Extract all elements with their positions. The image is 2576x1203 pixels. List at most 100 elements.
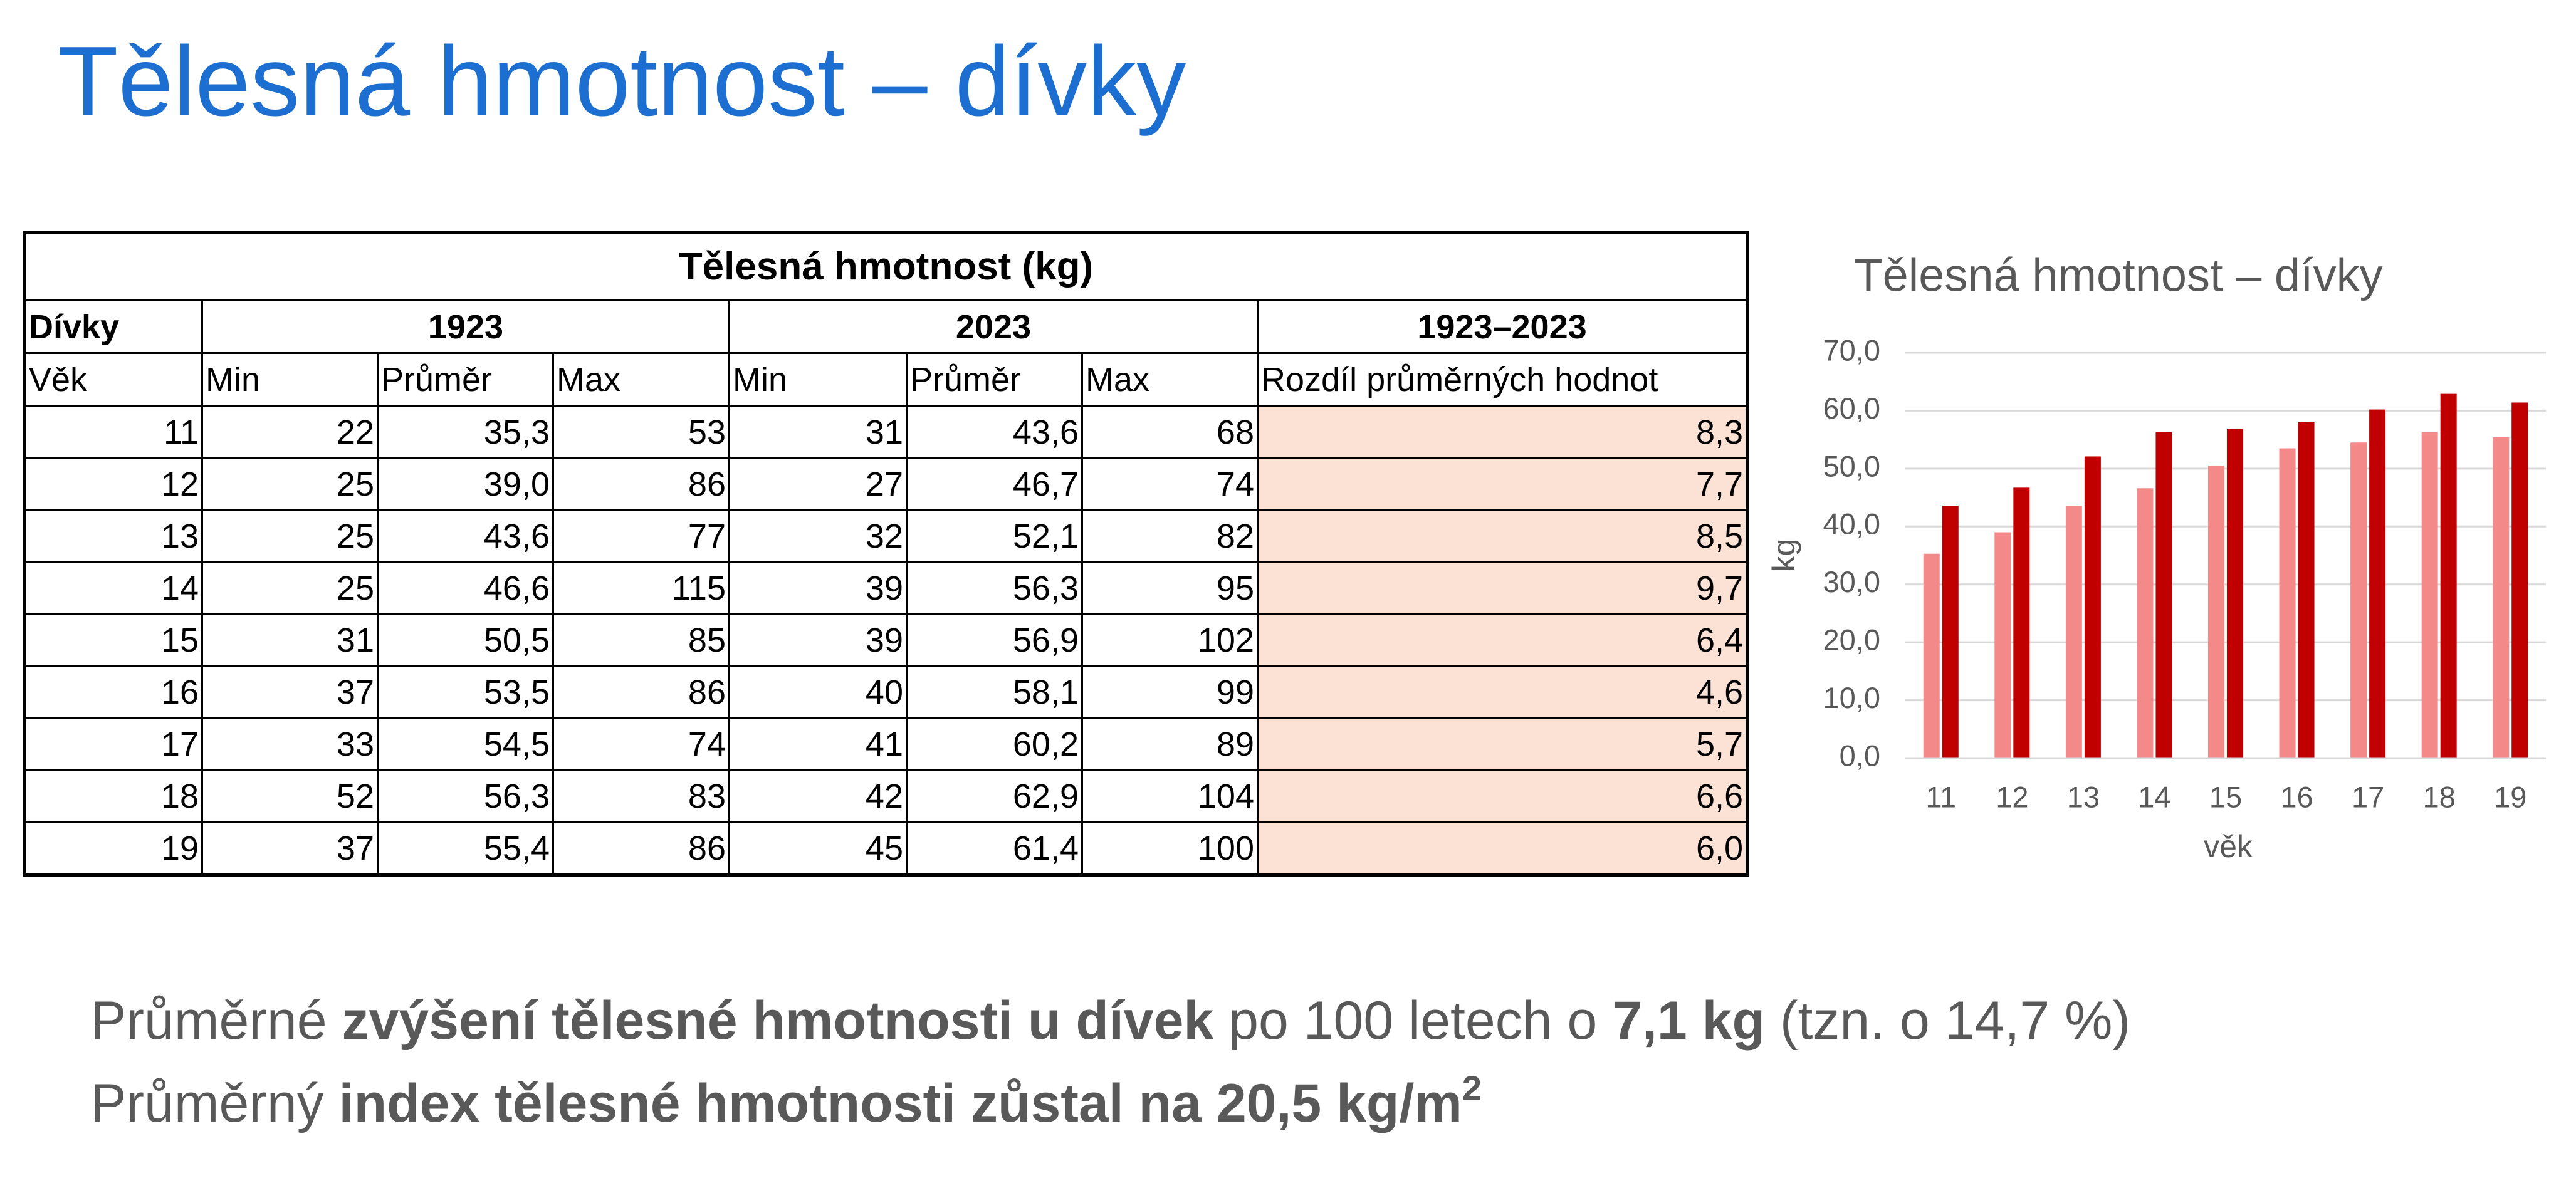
column-header: Max [552,353,730,407]
bar [2227,429,2243,758]
group-header: 1923–2023 [1256,300,1749,354]
table-cell: 31 [728,405,908,459]
note-text: Průměrný [90,1073,339,1133]
table-cell: 17 [24,718,203,771]
y-tick-label: 70,0 [1823,333,1880,367]
bar [1942,506,1959,758]
y-axis-label: kg [1766,539,1801,572]
y-tick-label: 0,0 [1840,739,1880,772]
chart: Tělesná hmotnost – dívky věk kg 0,0 10,0 2… [1766,249,2546,864]
note-superscript: 2 [1462,1068,1482,1108]
table-cell: 56,3 [906,562,1083,615]
column-header: Min [201,353,379,407]
table-cell: 19 [24,822,203,876]
group-header: 1923 [201,300,730,354]
note-bold: 7,1 kg [1612,991,1765,1051]
x-tick-label: 15 [2209,780,2242,813]
table-row: 19 37 55,4 86 45 61,4 100 6,0 [24,822,1749,876]
bar [2155,432,2172,758]
table-body: Tělesná hmotnost (kg) Dívky 1923 2023 19… [23,232,1749,876]
table-cell: 53 [552,405,730,459]
table-cell: 7,7 [1256,458,1749,511]
table-cell: 86 [552,822,730,876]
data-table: Tělesná hmotnost (kg) Dívky 1923 2023 19… [23,231,1749,877]
table-cell: 12 [24,458,203,511]
table-cell: 25 [201,458,379,511]
y-tick-label: 60,0 [1823,392,1880,425]
table-cell: 52 [201,770,379,823]
y-tick-label: 20,0 [1823,623,1880,657]
table-cell: 39 [728,562,908,615]
table-cell: 68 [1081,405,1259,459]
note-text: (tzn. o 14,7 %) [1765,991,2131,1051]
bar [2350,442,2367,758]
x-tick-label: 14 [2138,780,2170,813]
table-row: 16 37 53,5 86 40 58,1 99 4,6 [24,666,1749,719]
bar [2298,421,2315,758]
column-header: Průměr [906,353,1083,407]
column-header: Min [728,353,908,407]
bar [2279,448,2296,758]
table-cell: 43,6 [906,405,1083,459]
table-cell: 74 [1081,458,1259,511]
table-cell: 37 [201,822,379,876]
bar [2493,437,2510,758]
table-cell: 43,6 [377,510,554,563]
table-cell: 22 [201,405,379,459]
table-cell: 74 [552,718,730,771]
bar [1994,532,2011,758]
table-cell: 89 [1081,718,1259,771]
table-cell: 85 [552,614,730,667]
x-tick-label: 17 [2352,780,2384,813]
table-cell: 16 [24,666,203,719]
y-tick-label: 40,0 [1823,508,1880,541]
table-cell: 5,7 [1256,718,1749,771]
table-cell: 39,0 [377,458,554,511]
table-cell: 104 [1081,770,1259,823]
table-cell: 56,3 [377,770,554,823]
note-text: Průměrné [90,991,342,1051]
table-cell: 60,2 [906,718,1083,771]
note-bold: index tělesné hmotnosti zůstal na 20,5 k… [338,1073,1462,1133]
note-line: Průměrné zvýšení tělesné hmotnosti u dív… [90,990,2130,1052]
table-cell: 46,6 [377,562,554,615]
bar [2440,393,2457,758]
table-cell: 27 [728,458,908,511]
table-cell: 18 [24,770,203,823]
table-cell: 86 [552,666,730,719]
table-cell: 13 [24,510,203,563]
column-header: Rozdíl průměrných hodnot [1256,353,1749,407]
table-cell: 56,9 [906,614,1083,667]
x-tick-label: 18 [2423,780,2456,813]
table-cell: 100 [1081,822,1259,876]
group-header-row: Dívky 1923 2023 1923–2023 [24,300,1749,354]
table-cell: 35,3 [377,405,554,459]
table-cell: 62,9 [906,770,1083,823]
table-cell: 4,6 [1256,666,1749,719]
table-row: 12 25 39,0 86 27 46,7 74 7,7 [24,458,1749,511]
y-tick-label: 10,0 [1823,681,1880,714]
table-cell: 99 [1081,666,1259,719]
table-cell: 115 [552,562,730,615]
column-header-row: Věk Min Průměr Max Min Průměr Max Rozdíl průměr… [24,353,1749,407]
y-tick-label: 50,0 [1823,449,1880,482]
table-row: 13 25 43,6 77 32 52,1 82 8,5 [24,510,1749,563]
table-row: 15 31 50,5 85 39 56,9 102 6,4 [24,614,1749,667]
table-cell: 11 [24,405,203,459]
table-cell: 6,6 [1256,770,1749,823]
table-cell: 41 [728,718,908,771]
table-cell: 95 [1081,562,1259,615]
bar [2013,487,2030,758]
table-cell: 45 [728,822,908,876]
x-tick-label: 12 [1996,780,2028,813]
bar [2084,456,2101,758]
table-cell: 52,1 [906,510,1083,563]
column-header: Věk [24,353,203,407]
table-cell: 8,5 [1256,510,1749,563]
table-cell: 77 [552,510,730,563]
table-title-row: Tělesná hmotnost (kg) [23,232,1749,301]
x-tick-label: 11 [1925,780,1956,813]
note-text: po 100 letech o [1213,991,1613,1051]
table-cell: 8,3 [1256,405,1749,459]
